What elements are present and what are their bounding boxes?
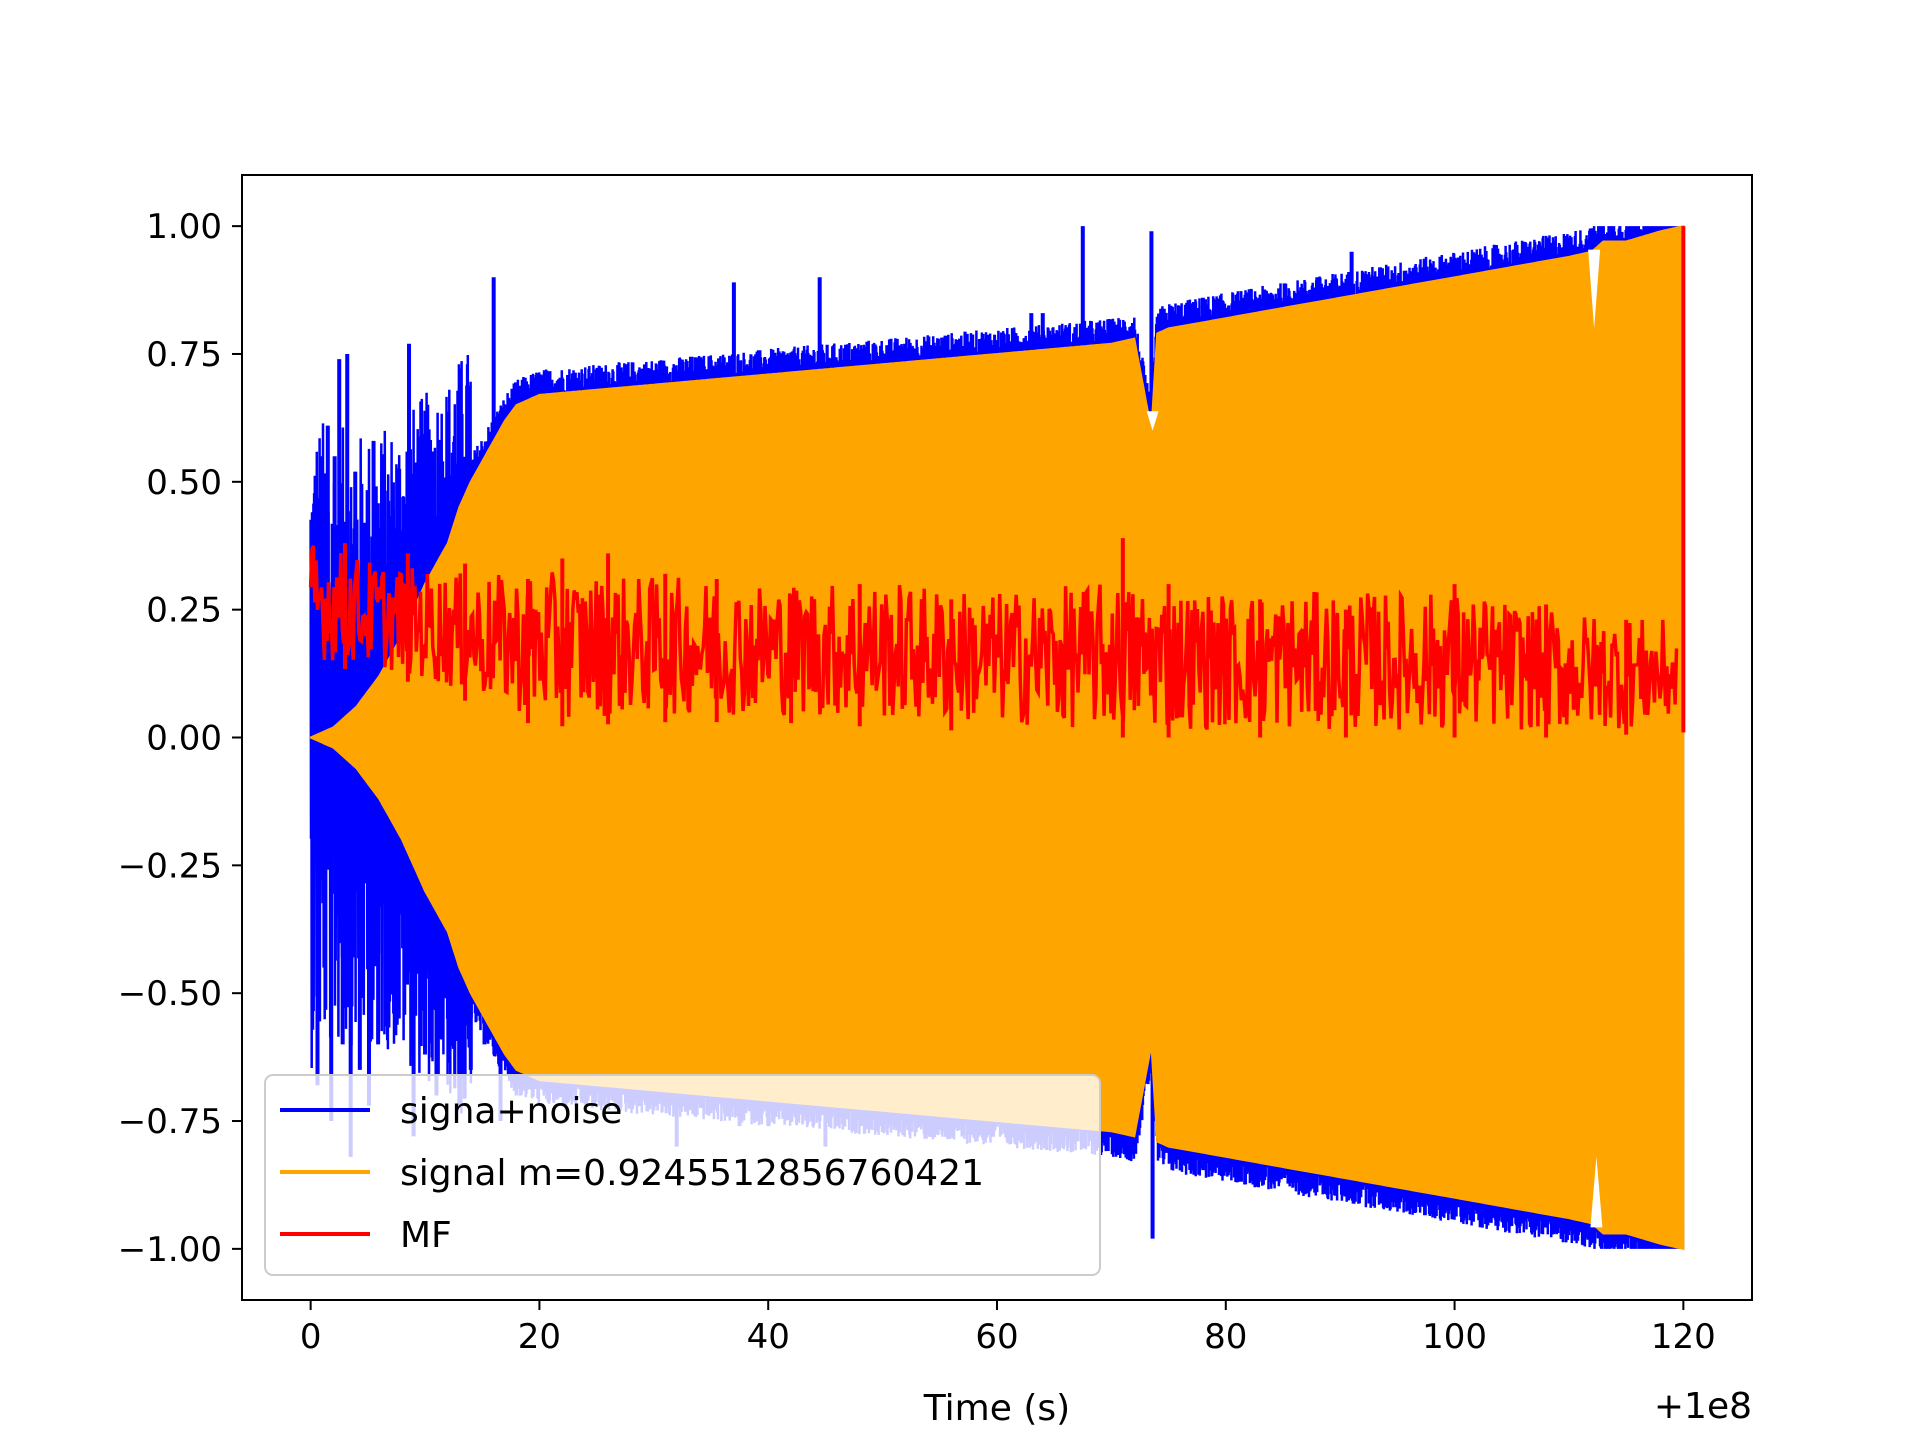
y-tick-label: −1.00 <box>118 1230 222 1270</box>
x-axis-offset-label: +1e8 <box>1654 1386 1752 1427</box>
y-tick-label: 1.00 <box>146 207 222 247</box>
y-tick-label: −0.75 <box>118 1102 222 1142</box>
legend-box <box>264 1074 1101 1276</box>
x-tick-label: 40 <box>747 1317 790 1357</box>
series-mf <box>308 226 1686 738</box>
y-tick-label: −0.50 <box>118 974 222 1014</box>
y-tick-label: 0.25 <box>146 591 222 631</box>
mf-trace <box>308 545 1679 731</box>
y-tick-label: 0.50 <box>146 463 222 503</box>
signal-dip <box>1590 1156 1603 1228</box>
legend-label-signa-noise: signa+noise <box>400 1091 622 1132</box>
legend: signa+noise signal m=0.9245512856760421 … <box>264 1074 1101 1276</box>
y-tick-label: 0.00 <box>146 719 222 759</box>
y-axis: 1.00 0.75 0.50 0.25 0.00 −0.25 −0.50 −0.75 −1.00 <box>118 207 242 1270</box>
x-tick-label: 0 <box>300 1317 322 1357</box>
legend-label-signal: signal m=0.9245512856760421 <box>400 1153 984 1194</box>
x-tick-label: 120 <box>1651 1317 1716 1357</box>
plot-area <box>308 224 1686 1251</box>
legend-label-mf: MF <box>400 1215 452 1256</box>
x-tick-label: 80 <box>1204 1317 1247 1357</box>
x-tick-label: 20 <box>518 1317 561 1357</box>
x-tick-label: 60 <box>975 1317 1018 1357</box>
x-axis: 0 20 40 60 80 100 120 <box>300 1300 1716 1357</box>
x-tick-label: 100 <box>1422 1317 1487 1357</box>
y-tick-label: −0.25 <box>118 846 222 886</box>
y-tick-label: 0.75 <box>146 335 222 375</box>
x-axis-label: Time (s) <box>923 1388 1070 1429</box>
signal-dip <box>1146 411 1159 431</box>
signal-dip <box>1588 249 1601 329</box>
